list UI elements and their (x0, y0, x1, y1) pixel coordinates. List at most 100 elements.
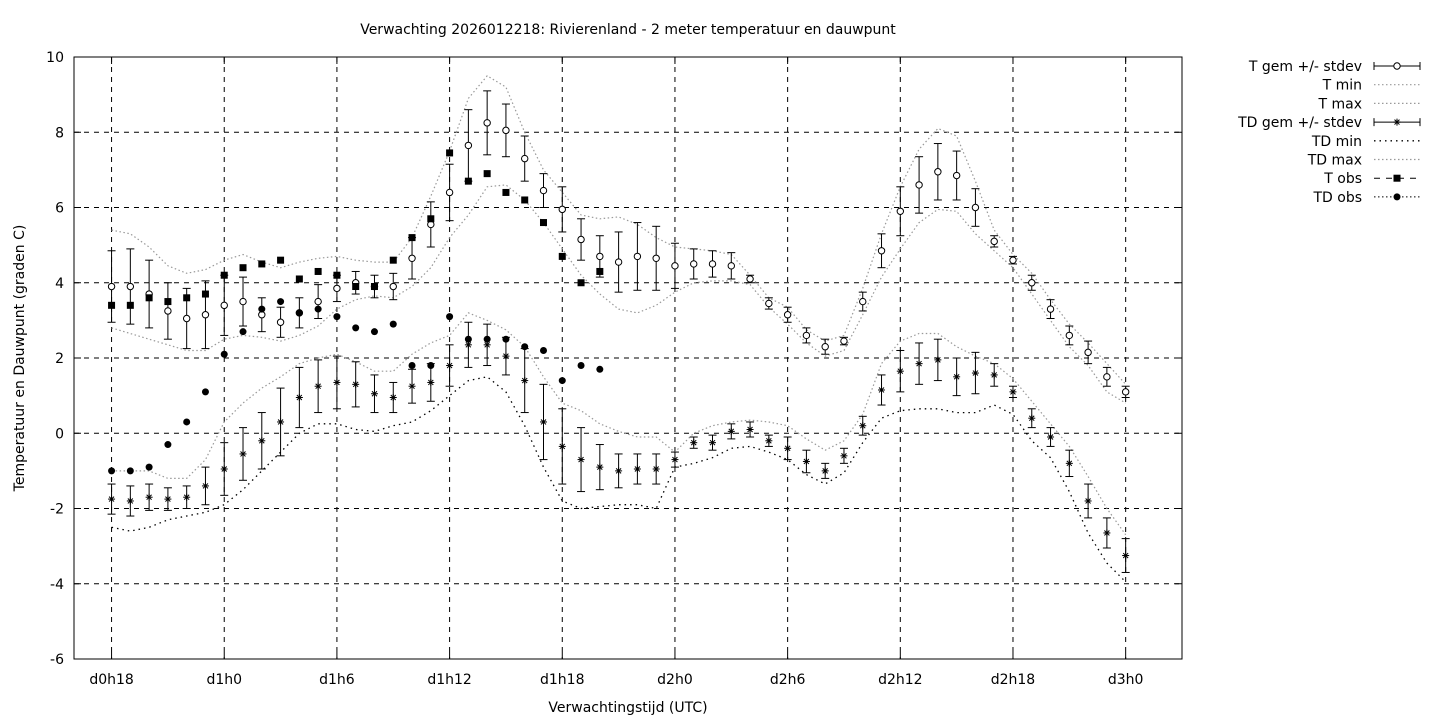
point-t-obs (483, 170, 491, 178)
point-td-mean (126, 497, 134, 505)
point-td-obs (370, 328, 378, 336)
point-td-obs (427, 362, 435, 370)
x-tick-label: d1h6 (319, 672, 355, 688)
point-t-mean (915, 181, 923, 189)
point-td-mean (464, 341, 472, 349)
point-td-mean (896, 367, 904, 375)
point-td-mean-stroke (897, 368, 904, 374)
point-td-mean (333, 378, 341, 386)
point-t-mean (1065, 331, 1074, 340)
point-t-mean (464, 141, 473, 150)
point-td-mean-stroke (1104, 530, 1110, 536)
point-td-mean (539, 418, 547, 426)
point-td-obs (314, 305, 322, 313)
point-td-mean (314, 382, 322, 390)
point-td-mean-stroke (747, 426, 753, 433)
point-td-mean-stroke (1028, 415, 1035, 422)
y-tick-label: -2 (50, 502, 64, 518)
point-td-mean (1009, 388, 1017, 396)
point-t-mean (690, 260, 698, 268)
point-t-mean (220, 301, 228, 310)
x-axis-label: Verwachtingstijd (UTC) (548, 700, 707, 716)
point-t-mean (802, 331, 811, 340)
point-t-mean (896, 207, 905, 215)
point-td-mean-stroke (277, 419, 284, 425)
point-td-mean (1103, 529, 1111, 537)
point-td-mean (408, 382, 416, 390)
point-t-obs (183, 294, 191, 302)
point-t-mean (1009, 256, 1017, 264)
point-td-mean (295, 394, 303, 402)
point-t-mean (671, 262, 679, 270)
legend-entry: TD min (1311, 134, 1420, 150)
point-td-mean-stroke (1047, 434, 1054, 440)
point-td-mean (802, 457, 810, 465)
point-td-mean (446, 362, 454, 370)
point-td-mean (615, 467, 623, 475)
axis-ticks: d0h18 d1h0 d1h6 d1h12 d1h18 d2h0 d2h6 d2h12 d2h1… (46, 50, 1182, 688)
point-td-mean-stroke (784, 445, 791, 452)
point-t-mean (633, 252, 642, 261)
point-t-mean (126, 282, 135, 291)
point-t-mean (877, 247, 886, 255)
legend-entry: TD obs (1312, 190, 1420, 206)
point-td-obs (258, 305, 266, 313)
point-t-obs (596, 267, 604, 275)
x-tick-label: d2h6 (770, 672, 806, 688)
point-t-mean (952, 171, 961, 180)
point-td-mean (1065, 459, 1073, 467)
point-td-mean (239, 450, 247, 458)
point-t-mean (1103, 373, 1111, 381)
legend-swatch-marker (1393, 118, 1401, 126)
point-td-obs (295, 309, 303, 317)
point-td-mean (727, 427, 735, 435)
point-td-mean-stroke (728, 428, 735, 435)
point-t-mean (990, 237, 998, 246)
point-td-mean (953, 373, 961, 381)
y-tick-label: -4 (50, 577, 64, 593)
point-td-obs (183, 418, 191, 426)
point-td-obs (333, 313, 341, 321)
point-t-obs (145, 294, 153, 302)
point-td-mean-stroke (503, 353, 509, 359)
point-td-mean (258, 437, 266, 445)
point-td-mean (934, 356, 942, 364)
point-t-obs (502, 188, 510, 196)
point-td-mean (502, 352, 510, 360)
plot-series (107, 75, 1130, 583)
point-td-mean-stroke (766, 437, 772, 444)
point-td-mean-stroke (1122, 552, 1129, 559)
point-t-obs (352, 283, 360, 291)
point-t-obs (558, 252, 566, 260)
x-tick-label: d0h18 (89, 672, 133, 688)
point-td-obs (201, 388, 209, 396)
point-td-mean-stroke (371, 390, 378, 397)
legend-label: T min (1322, 78, 1362, 94)
legend-entry: TD max (1307, 153, 1420, 169)
y-tick-label: 6 (55, 201, 64, 217)
point-td-mean (558, 442, 566, 450)
point-t-obs (539, 219, 547, 227)
point-td-obs (502, 335, 510, 343)
legend-label: T max (1317, 96, 1362, 112)
point-td-mean-stroke (240, 451, 246, 457)
point-td-obs (277, 298, 285, 306)
point-td-obs (126, 467, 134, 475)
point-t-obs (464, 177, 472, 185)
point-t-mean (164, 307, 172, 315)
point-td-mean-stroke (165, 496, 171, 502)
point-t-obs (446, 149, 454, 157)
point-td-mean (1084, 497, 1092, 505)
point-t-mean (727, 262, 735, 270)
y-tick-label: 8 (55, 125, 64, 141)
point-t-mean (577, 235, 585, 244)
point-t-mean (1084, 348, 1092, 357)
point-t-obs (164, 298, 172, 306)
point-td-mean-stroke (409, 383, 415, 390)
point-td-mean (671, 456, 679, 464)
point-t-obs (370, 283, 378, 291)
point-td-mean (164, 495, 172, 503)
point-td-mean (821, 467, 829, 475)
legend-entry: T min (1322, 78, 1420, 94)
point-td-mean-stroke (1085, 498, 1091, 504)
